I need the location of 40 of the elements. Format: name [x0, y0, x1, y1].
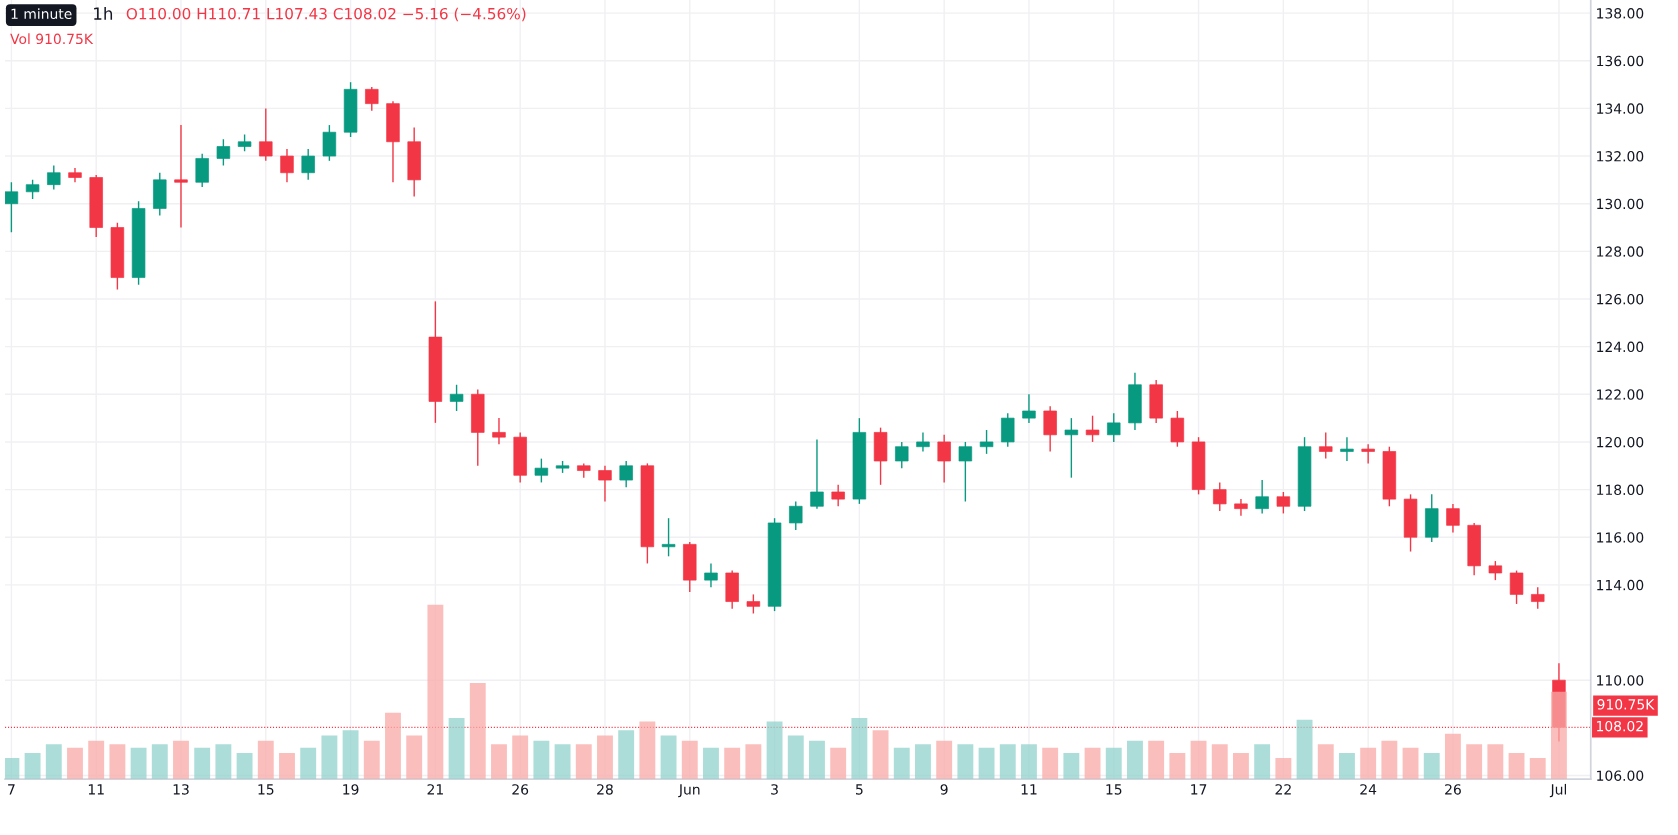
x-tick-label: 28: [597, 784, 613, 795]
y-tick-label: 128.00: [1597, 246, 1644, 257]
y-tick-label: 120.00: [1597, 436, 1644, 448]
annotation: 1 minute: [11, 8, 72, 20]
x-tick-label: 5: [856, 784, 863, 795]
x-tick-label: 3: [771, 784, 778, 795]
x-tick-label: 17: [1191, 784, 1207, 795]
x-tick-label: 21: [427, 784, 443, 795]
x-tick-label: 22: [1275, 784, 1291, 795]
y-tick-label: 116.00: [1597, 532, 1644, 543]
y-tick-label: 106.00: [1597, 770, 1644, 781]
x-tick-label: 15: [1106, 784, 1122, 795]
y-tick-label: 118.00: [1597, 484, 1644, 496]
y-tick-label: 124.00: [1597, 341, 1644, 353]
y-tick-label: 122.00: [1597, 389, 1644, 400]
x-tick-label: 11: [88, 784, 104, 795]
y-tick-label: 130.00: [1597, 198, 1644, 210]
x-tick-label: 24: [1360, 784, 1377, 795]
x-tick-label: 19: [343, 784, 359, 795]
y-tick-label: 134.00: [1597, 103, 1644, 114]
text: 910.75K: [1597, 699, 1655, 710]
y-tick-label: 136.00: [1597, 55, 1644, 67]
x-tick-label: Jul: [1549, 783, 1567, 798]
y-tick-label: 138.00: [1597, 8, 1644, 19]
y-tick-label: 132.00: [1597, 151, 1644, 162]
annotation: Vol 910.75K: [10, 33, 94, 45]
y-tick-label: 110.00: [1597, 675, 1644, 686]
x-tick-label: Jun: [678, 784, 700, 798]
chart-subtitle: O110.00 H110.71 L107.43 C108.02 −5.16 (−4.56%): [126, 7, 526, 22]
ref-line-label: 108.02: [1597, 720, 1643, 732]
x-tick-label: 7: [8, 784, 15, 795]
x-tick-label: 13: [173, 784, 189, 795]
x-tick-label: 9: [940, 784, 948, 795]
chart-title: 1h: [94, 6, 113, 20]
x-tick-label: 26: [1445, 784, 1461, 795]
y-tick-label: 114.00: [1597, 579, 1644, 591]
x-tick-label: 15: [258, 784, 274, 795]
x-tick-label: 11: [1021, 784, 1037, 795]
x-tick-label: 26: [512, 784, 529, 795]
y-tick-label: 126.00: [1597, 293, 1644, 305]
